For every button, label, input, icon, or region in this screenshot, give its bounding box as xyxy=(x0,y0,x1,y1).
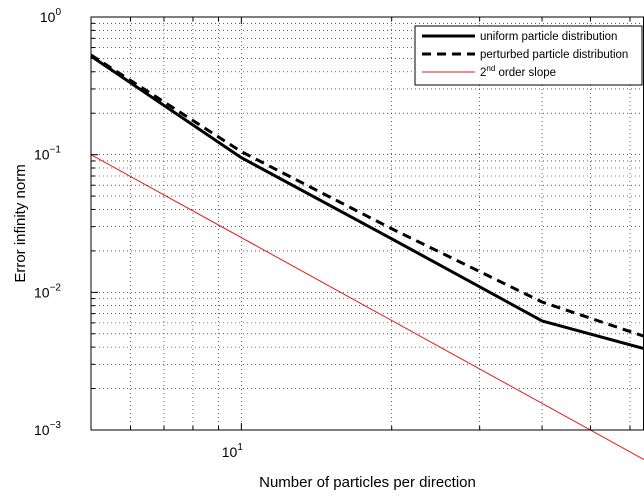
y-tick-label: 100 xyxy=(40,7,62,25)
legend: uniform particle distribution perturbed p… xyxy=(414,25,643,86)
y-tick-label: 10−3 xyxy=(34,420,61,438)
legend-label: uniform particle distribution xyxy=(480,31,617,43)
y-axis-label: Error infinity norm xyxy=(12,164,29,282)
legend-label: perturbed particle distribution xyxy=(480,49,628,61)
legend-label: 2nd order slope xyxy=(480,64,556,79)
uniform-series-line xyxy=(90,54,644,351)
y-tick-label: 10−2 xyxy=(34,282,61,300)
tick-labels: 100 10−1 10−2 10−3 101 xyxy=(34,7,243,460)
x-tick-label: 101 xyxy=(222,442,244,460)
second-order-slope-line xyxy=(90,154,644,461)
x-axis-label: Number of particles per direction xyxy=(259,474,476,491)
y-tick-label: 10−1 xyxy=(34,145,61,163)
perturbed-series-line xyxy=(90,53,644,338)
series-layer xyxy=(90,53,644,461)
ticks xyxy=(90,16,631,431)
